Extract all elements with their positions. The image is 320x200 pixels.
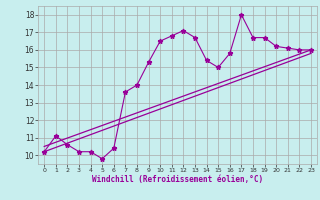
X-axis label: Windchill (Refroidissement éolien,°C): Windchill (Refroidissement éolien,°C) xyxy=(92,175,263,184)
